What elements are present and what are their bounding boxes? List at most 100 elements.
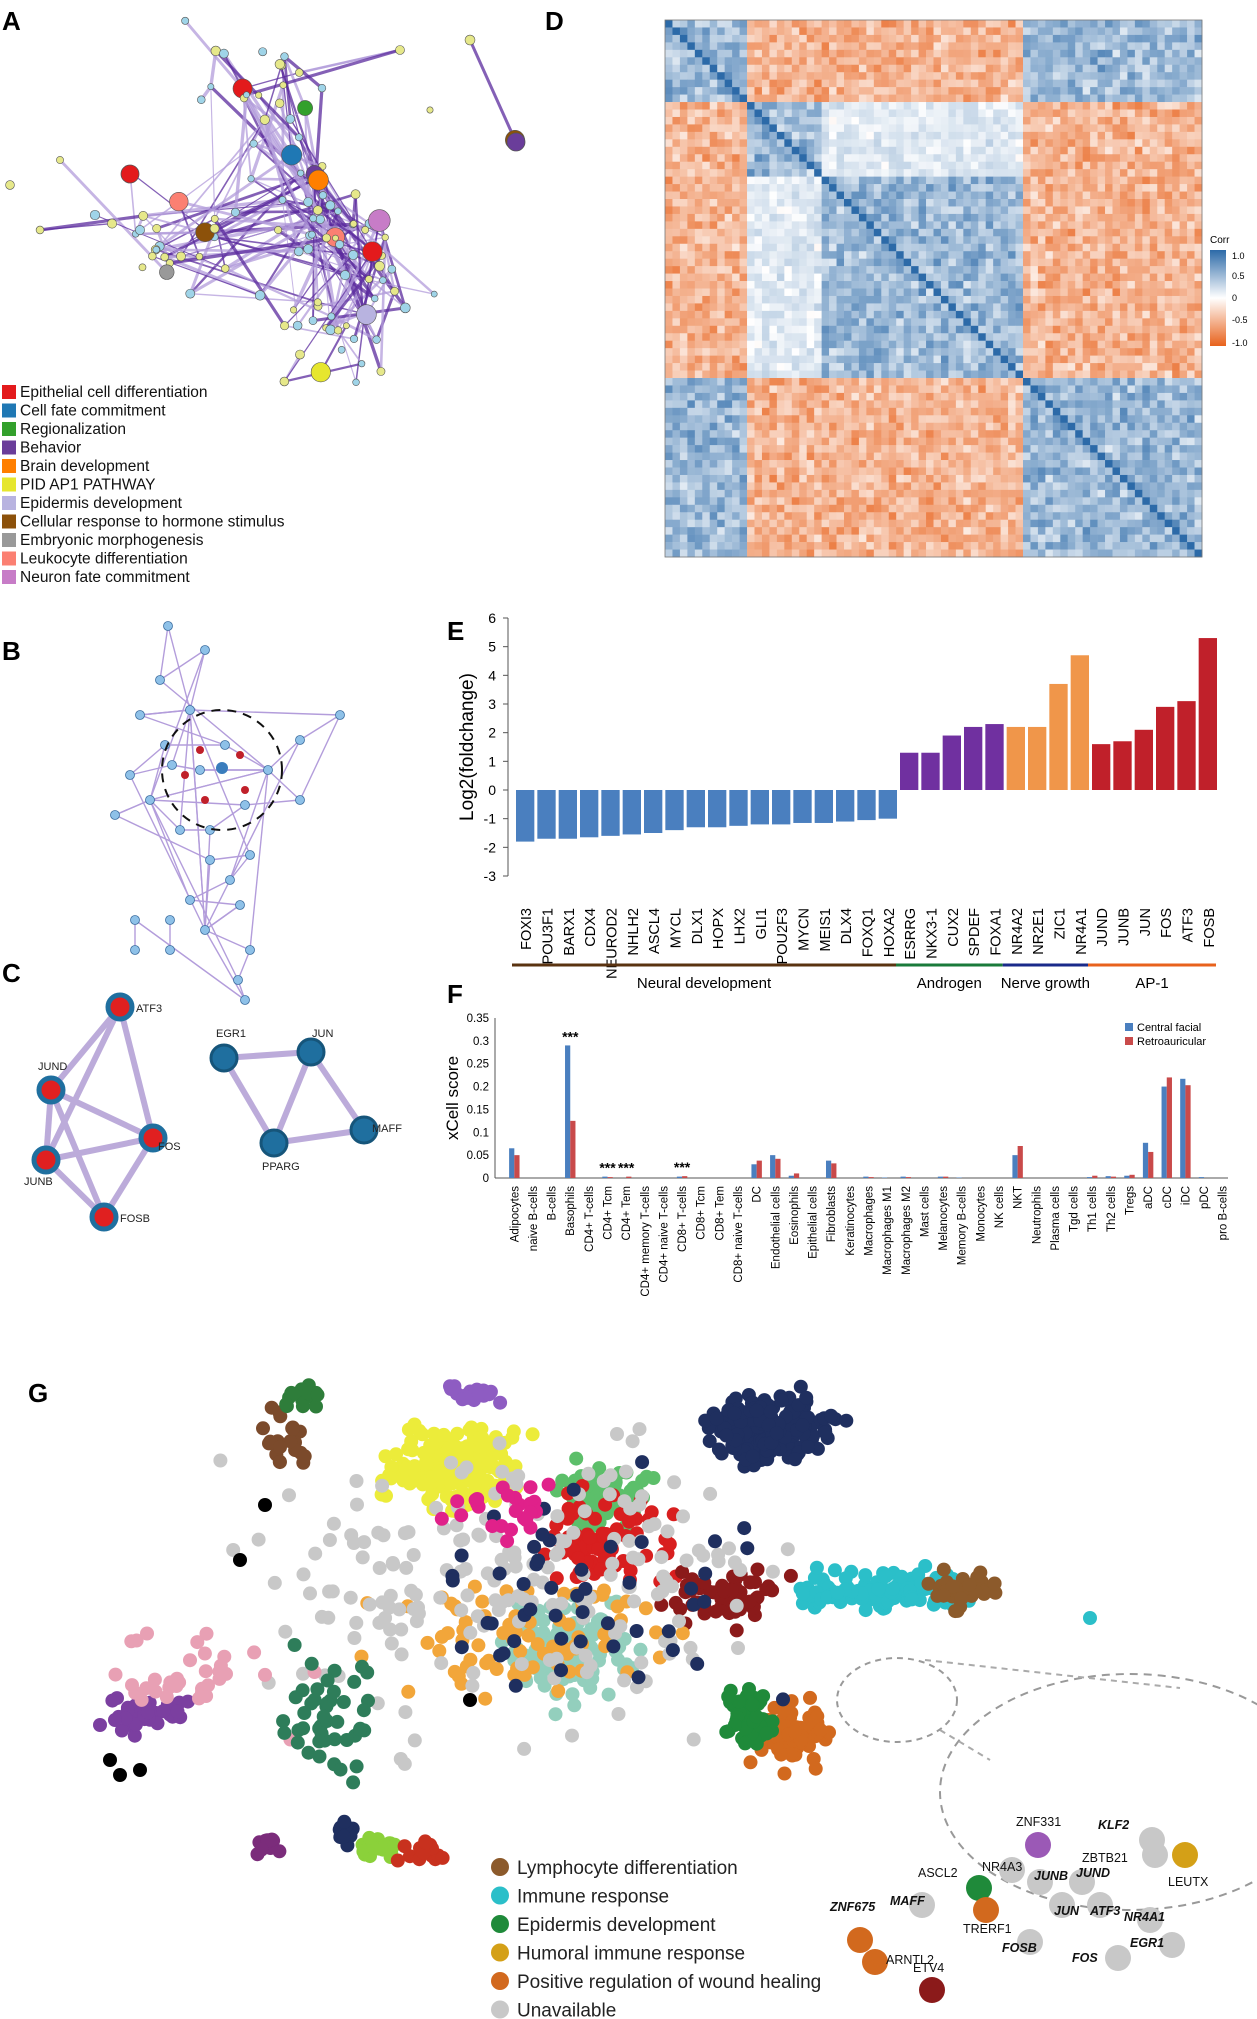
heatmap-cell bbox=[888, 154, 897, 163]
heatmap-cell bbox=[672, 310, 681, 319]
heatmap-cell bbox=[888, 303, 897, 312]
heatmap-cell bbox=[1187, 169, 1195, 177]
heatmap-cell bbox=[866, 79, 875, 88]
heatmap-cell bbox=[747, 109, 755, 118]
heatmap-cell bbox=[829, 154, 837, 163]
heatmap-cell bbox=[955, 348, 964, 356]
heatmap-cell bbox=[896, 482, 904, 491]
heatmap-cell bbox=[829, 191, 837, 200]
heatmap-cell bbox=[694, 146, 703, 155]
heatmap-cell bbox=[844, 27, 852, 36]
heatmap-cell bbox=[963, 169, 972, 177]
heatmap-cell bbox=[1075, 355, 1083, 364]
heatmap-cell bbox=[806, 325, 815, 334]
heatmap-cell bbox=[1119, 340, 1128, 349]
heatmap-cell bbox=[665, 221, 673, 230]
heatmap-cell bbox=[694, 378, 703, 386]
heatmap-cell bbox=[776, 161, 785, 170]
heatmap-cell bbox=[1045, 109, 1054, 118]
heatmap-cell bbox=[761, 154, 770, 163]
heatmap-cell bbox=[1187, 20, 1195, 28]
heatmap-cell bbox=[1015, 452, 1024, 461]
heatmap-cell bbox=[1127, 460, 1136, 468]
heatmap-cell bbox=[821, 385, 830, 394]
heatmap-cell bbox=[1149, 437, 1158, 446]
heatmap-cell bbox=[1090, 273, 1098, 282]
heatmap-cell bbox=[918, 169, 927, 177]
heatmap-cell bbox=[955, 116, 964, 125]
heatmap-cell bbox=[1097, 34, 1106, 43]
heatmap-cell bbox=[1052, 288, 1061, 297]
heatmap-cell bbox=[829, 102, 837, 110]
heatmap-cell bbox=[903, 482, 912, 491]
heatmap-cell bbox=[784, 20, 793, 28]
network-edge bbox=[267, 739, 301, 771]
heatmap-cell bbox=[687, 385, 696, 394]
heatmap-cell bbox=[993, 452, 1001, 461]
heatmap-cell bbox=[1134, 124, 1143, 133]
heatmap-cell bbox=[933, 266, 942, 274]
heatmap-cell bbox=[903, 34, 912, 43]
heatmap-cell bbox=[955, 49, 964, 58]
heatmap-cell bbox=[1082, 348, 1091, 356]
heatmap-cell bbox=[858, 325, 867, 334]
heatmap-cell bbox=[821, 355, 830, 364]
heatmap-cell bbox=[1134, 474, 1143, 483]
heatmap-cell bbox=[747, 437, 755, 446]
heatmap-cell bbox=[836, 400, 845, 409]
heatmap-cell bbox=[829, 20, 837, 28]
heatmap-cell bbox=[1082, 139, 1091, 148]
heatmap-cell bbox=[754, 400, 763, 409]
heatmap-cell bbox=[761, 116, 770, 125]
heatmap-cell bbox=[940, 400, 949, 409]
heatmap-cell bbox=[732, 72, 740, 80]
heatmap-cell bbox=[911, 400, 919, 409]
heatmap-cell bbox=[1164, 154, 1173, 163]
heatmap-cell bbox=[679, 415, 688, 424]
network-node bbox=[135, 225, 145, 235]
heatmap-cell bbox=[1179, 191, 1188, 200]
heatmap-cell bbox=[694, 20, 703, 28]
heatmap-cell bbox=[1134, 191, 1143, 200]
heatmap-cell bbox=[851, 87, 860, 95]
heatmap-cell bbox=[702, 221, 711, 230]
heatmap-cell bbox=[993, 221, 1001, 230]
heatmap-cell bbox=[836, 176, 845, 185]
heatmap-cell bbox=[858, 303, 867, 312]
heatmap-cell bbox=[747, 27, 755, 36]
heatmap-cell bbox=[948, 57, 957, 66]
heatmap-cell bbox=[926, 325, 934, 334]
network-node bbox=[281, 144, 303, 166]
heatmap-cell bbox=[1194, 72, 1203, 80]
heatmap-cell bbox=[866, 467, 875, 476]
heatmap-cell bbox=[791, 333, 800, 342]
network-node bbox=[295, 133, 303, 142]
heatmap-cell bbox=[791, 348, 800, 356]
heatmap-cell bbox=[873, 281, 882, 289]
heatmap-cell bbox=[1075, 460, 1083, 468]
heatmap-cell bbox=[1127, 206, 1136, 215]
heatmap-cell bbox=[747, 303, 755, 312]
heatmap-cell bbox=[1037, 154, 1046, 163]
heatmap-cell bbox=[1134, 146, 1143, 155]
heatmap-cell bbox=[1112, 184, 1121, 192]
heatmap-cell bbox=[1187, 445, 1195, 453]
heatmap-cell bbox=[1000, 191, 1009, 200]
heatmap-cell bbox=[955, 102, 964, 110]
heatmap-cell bbox=[1105, 102, 1113, 110]
heatmap-cell bbox=[1060, 273, 1069, 282]
heatmap-cell bbox=[1105, 482, 1113, 491]
heatmap-cell bbox=[1008, 146, 1016, 155]
heatmap-cell bbox=[717, 273, 725, 282]
heatmap-cell bbox=[739, 303, 748, 312]
heatmap-cell bbox=[1067, 392, 1076, 401]
heatmap-cell bbox=[799, 303, 808, 312]
heatmap-cell bbox=[1097, 281, 1106, 289]
network-node bbox=[352, 378, 360, 386]
legend-label: Regionalization bbox=[20, 421, 126, 438]
heatmap-cell bbox=[1149, 139, 1158, 148]
heatmap-cell bbox=[933, 363, 942, 371]
heatmap-cell bbox=[1179, 124, 1188, 133]
heatmap-cell bbox=[1008, 303, 1016, 312]
network-edge bbox=[39, 214, 144, 232]
